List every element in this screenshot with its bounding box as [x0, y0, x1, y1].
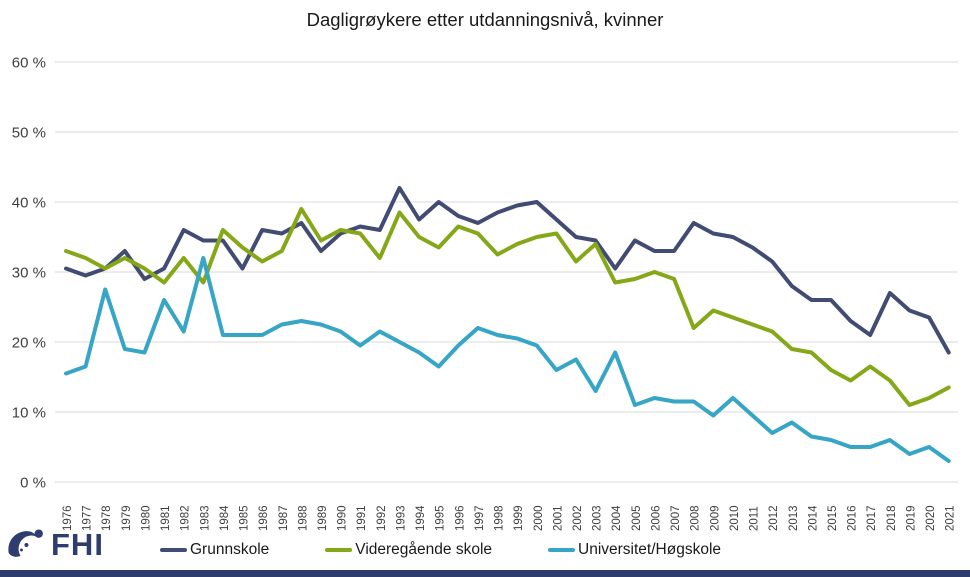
x-axis-tick-label: 1980 — [140, 505, 152, 531]
x-axis-tick-label: 2006 — [650, 505, 662, 531]
x-axis-tick-label: 1988 — [297, 505, 309, 531]
x-axis-tick-label: 1985 — [239, 505, 251, 531]
x-axis-tick-label: 1995 — [435, 505, 447, 531]
x-axis-tick-label: 2001 — [552, 505, 564, 531]
x-axis-tick-label: 2004 — [611, 505, 623, 531]
x-axis-tick-label: 1983 — [199, 505, 211, 531]
x-axis-tick-label: 2019 — [905, 505, 917, 531]
x-axis-tick-label: 2002 — [572, 505, 584, 531]
x-axis-tick-label: 2011 — [749, 506, 761, 531]
x-axis-tick-label: 2021 — [945, 505, 957, 531]
x-axis-tick-label: 2020 — [925, 505, 937, 531]
x-axis-tick-label: 1999 — [513, 505, 525, 531]
x-axis-tick-label: 1994 — [415, 505, 427, 531]
x-axis-tick-label: 1993 — [395, 505, 407, 531]
x-axis-tick-label: 2007 — [670, 505, 682, 531]
x-axis-tick-label: 1976 — [62, 505, 74, 531]
x-axis-tick-label: 2008 — [690, 505, 702, 531]
x-axis-tick-label: 1977 — [82, 505, 94, 531]
x-axis-tick-label: 1987 — [278, 505, 290, 531]
x-axis-tick-label: 2000 — [533, 505, 545, 531]
x-axis-tick-label: 2009 — [709, 505, 721, 531]
legend-swatch — [548, 547, 576, 553]
legend-item: Grunnskole — [160, 541, 269, 559]
x-axis-tick-label: 1979 — [121, 505, 133, 531]
y-axis-tick-label: 40 % — [12, 195, 46, 212]
x-axis-tick-label: 1984 — [219, 505, 231, 531]
y-axis-tick-label: 20 % — [12, 335, 46, 352]
x-axis-tick-label: 2005 — [631, 505, 643, 531]
legend-label: Grunnskole — [190, 541, 270, 558]
fhi-logo-text: FHI — [51, 527, 104, 562]
legend-label: Universitet/Høgskole — [578, 541, 722, 558]
fhi-logo: FHI — [6, 526, 104, 564]
legend-swatch — [160, 547, 187, 553]
y-axis-tick-label: 50 % — [12, 125, 46, 142]
chart-legend: Grunnskole Videregående skole Universitet/… — [160, 541, 721, 559]
line-chart-plot-area: 0 % 10 % 20 % 30 % 40 % 50 % 60 % 1976 1977 1978 1… — [12, 55, 958, 531]
legend-item: Universitet/Høgskole — [548, 541, 721, 559]
series-line-universitet-h-gskole — [64, 256, 951, 463]
x-axis-tick-label: 2003 — [592, 505, 604, 531]
x-axis-tick-label: 1978 — [101, 505, 113, 531]
y-axis-tick-label: 10 % — [12, 405, 46, 422]
series-line-grunnskole — [64, 186, 951, 355]
bottom-accent-bar — [0, 570, 970, 577]
x-axis-tick-label: 1992 — [376, 505, 388, 531]
x-axis-tick-label: 1990 — [337, 505, 349, 531]
x-axis-tick-label: 2016 — [847, 505, 859, 531]
x-axis-tick-label: 1997 — [474, 505, 486, 531]
y-axis-tick-label: 60 % — [12, 55, 46, 72]
series-line-videreg-ende-skole — [64, 207, 951, 407]
x-axis-tick-label: 2015 — [827, 505, 839, 531]
x-axis-tick-label: 2013 — [788, 505, 800, 531]
y-axis-tick-label: 0 % — [20, 475, 46, 492]
legend-item: Videregående skole — [325, 541, 492, 559]
legend-label: Videregående skole — [355, 541, 493, 558]
x-axis-tick-label: 1998 — [494, 505, 506, 531]
x-axis-tick-label: 2017 — [866, 505, 878, 531]
legend-swatch — [325, 547, 353, 553]
x-axis-tick-label: 2014 — [807, 505, 819, 531]
x-axis-tick-label: 2012 — [768, 505, 780, 531]
x-axis-tick-label: 1989 — [317, 505, 329, 531]
chart-title: Dagligrøykere etter utdanningsnivå, kvin… — [306, 9, 664, 30]
x-axis-tick-label: 1982 — [180, 505, 192, 531]
x-axis-tick-label: 2018 — [886, 505, 898, 531]
x-axis-tick-label: 1981 — [160, 505, 172, 531]
x-axis-tick-label: 1996 — [454, 505, 466, 531]
fhi-logo-icon — [8, 529, 43, 557]
y-axis-tick-label: 30 % — [12, 265, 46, 282]
x-axis-tick-label: 1991 — [356, 505, 368, 531]
x-axis-tick-label: 2010 — [729, 505, 741, 531]
x-axis-tick-label: 1986 — [258, 505, 270, 531]
